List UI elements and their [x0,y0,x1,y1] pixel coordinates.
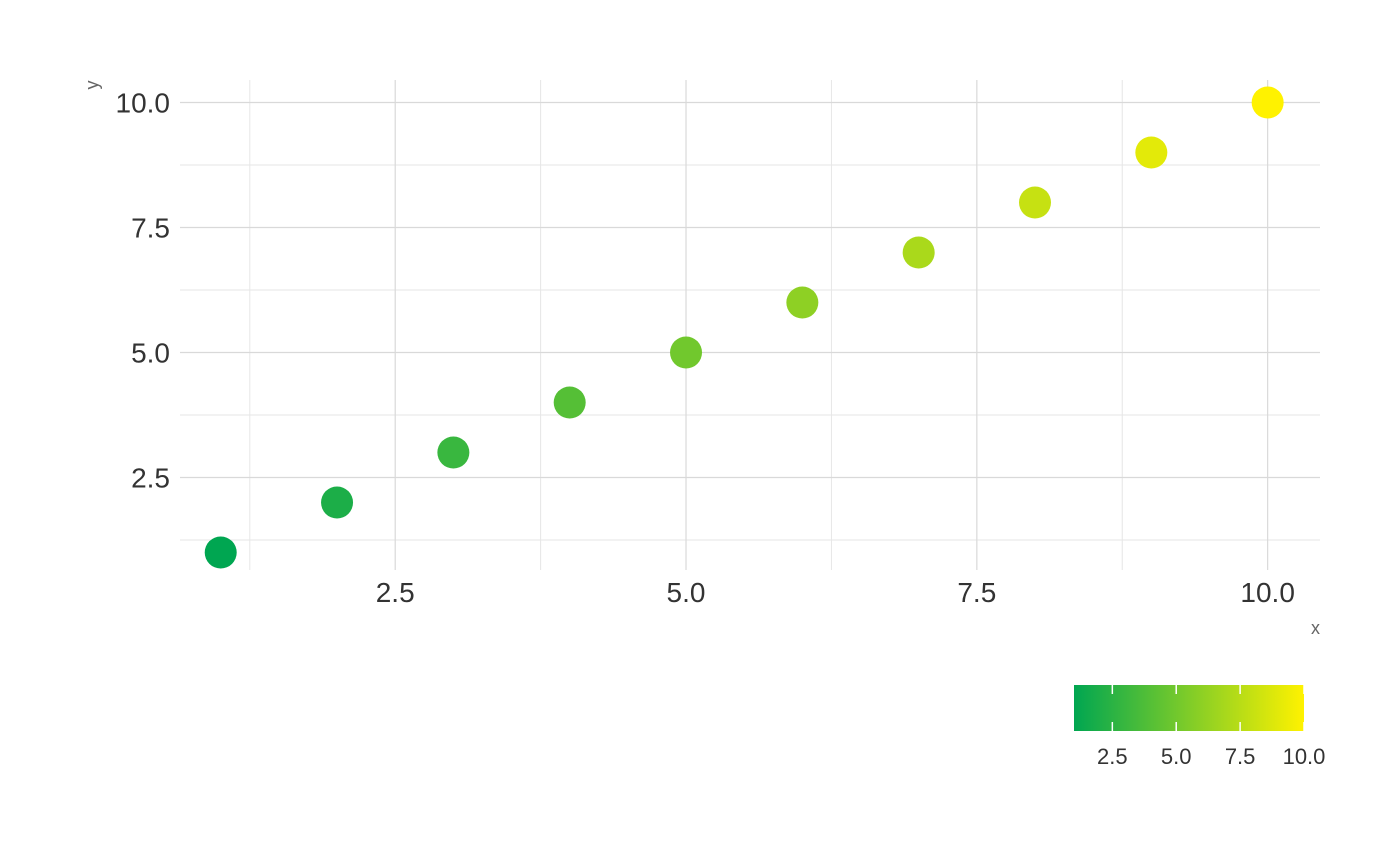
x-tick-label: 10.0 [1240,577,1295,608]
y-tick-label: 7.5 [131,213,170,244]
x-tick-label: 7.5 [957,577,996,608]
colorbar-tick-label: 10.0 [1283,744,1326,769]
data-point [204,536,237,569]
y-tick-label: 5.0 [131,338,170,369]
data-point [321,486,354,519]
colorbar-tick-label: 7.5 [1225,744,1256,769]
x-tick-label: 2.5 [376,577,415,608]
colorbar-gradient [1074,685,1304,731]
data-point [553,386,586,419]
y-axis-title: y [82,81,102,90]
colorbar-tick-label: 5.0 [1161,744,1192,769]
data-point [437,436,470,469]
data-point [1135,136,1168,169]
data-point [1251,86,1284,119]
y-tick-label: 2.5 [131,463,170,494]
data-point [670,336,703,369]
data-point [1019,186,1051,219]
grid [180,80,1320,570]
data-points [204,86,1284,569]
x-tick-label: 5.0 [667,577,706,608]
x-axis-tick-labels: 2.5 5.0 7.5 10.0 [376,577,1295,608]
colorbar-tick-label: 2.5 [1097,744,1128,769]
colorbar-legend: 2.5 5.0 7.5 10.0 [1074,685,1325,769]
x-axis-title: x [1311,618,1320,638]
y-tick-label: 10.0 [116,88,171,119]
colorbar-ticks: 2.5 5.0 7.5 10.0 [1097,685,1325,769]
data-point [902,236,935,269]
y-axis-tick-labels: 2.5 5.0 7.5 10.0 [116,88,171,494]
data-point [786,286,819,319]
